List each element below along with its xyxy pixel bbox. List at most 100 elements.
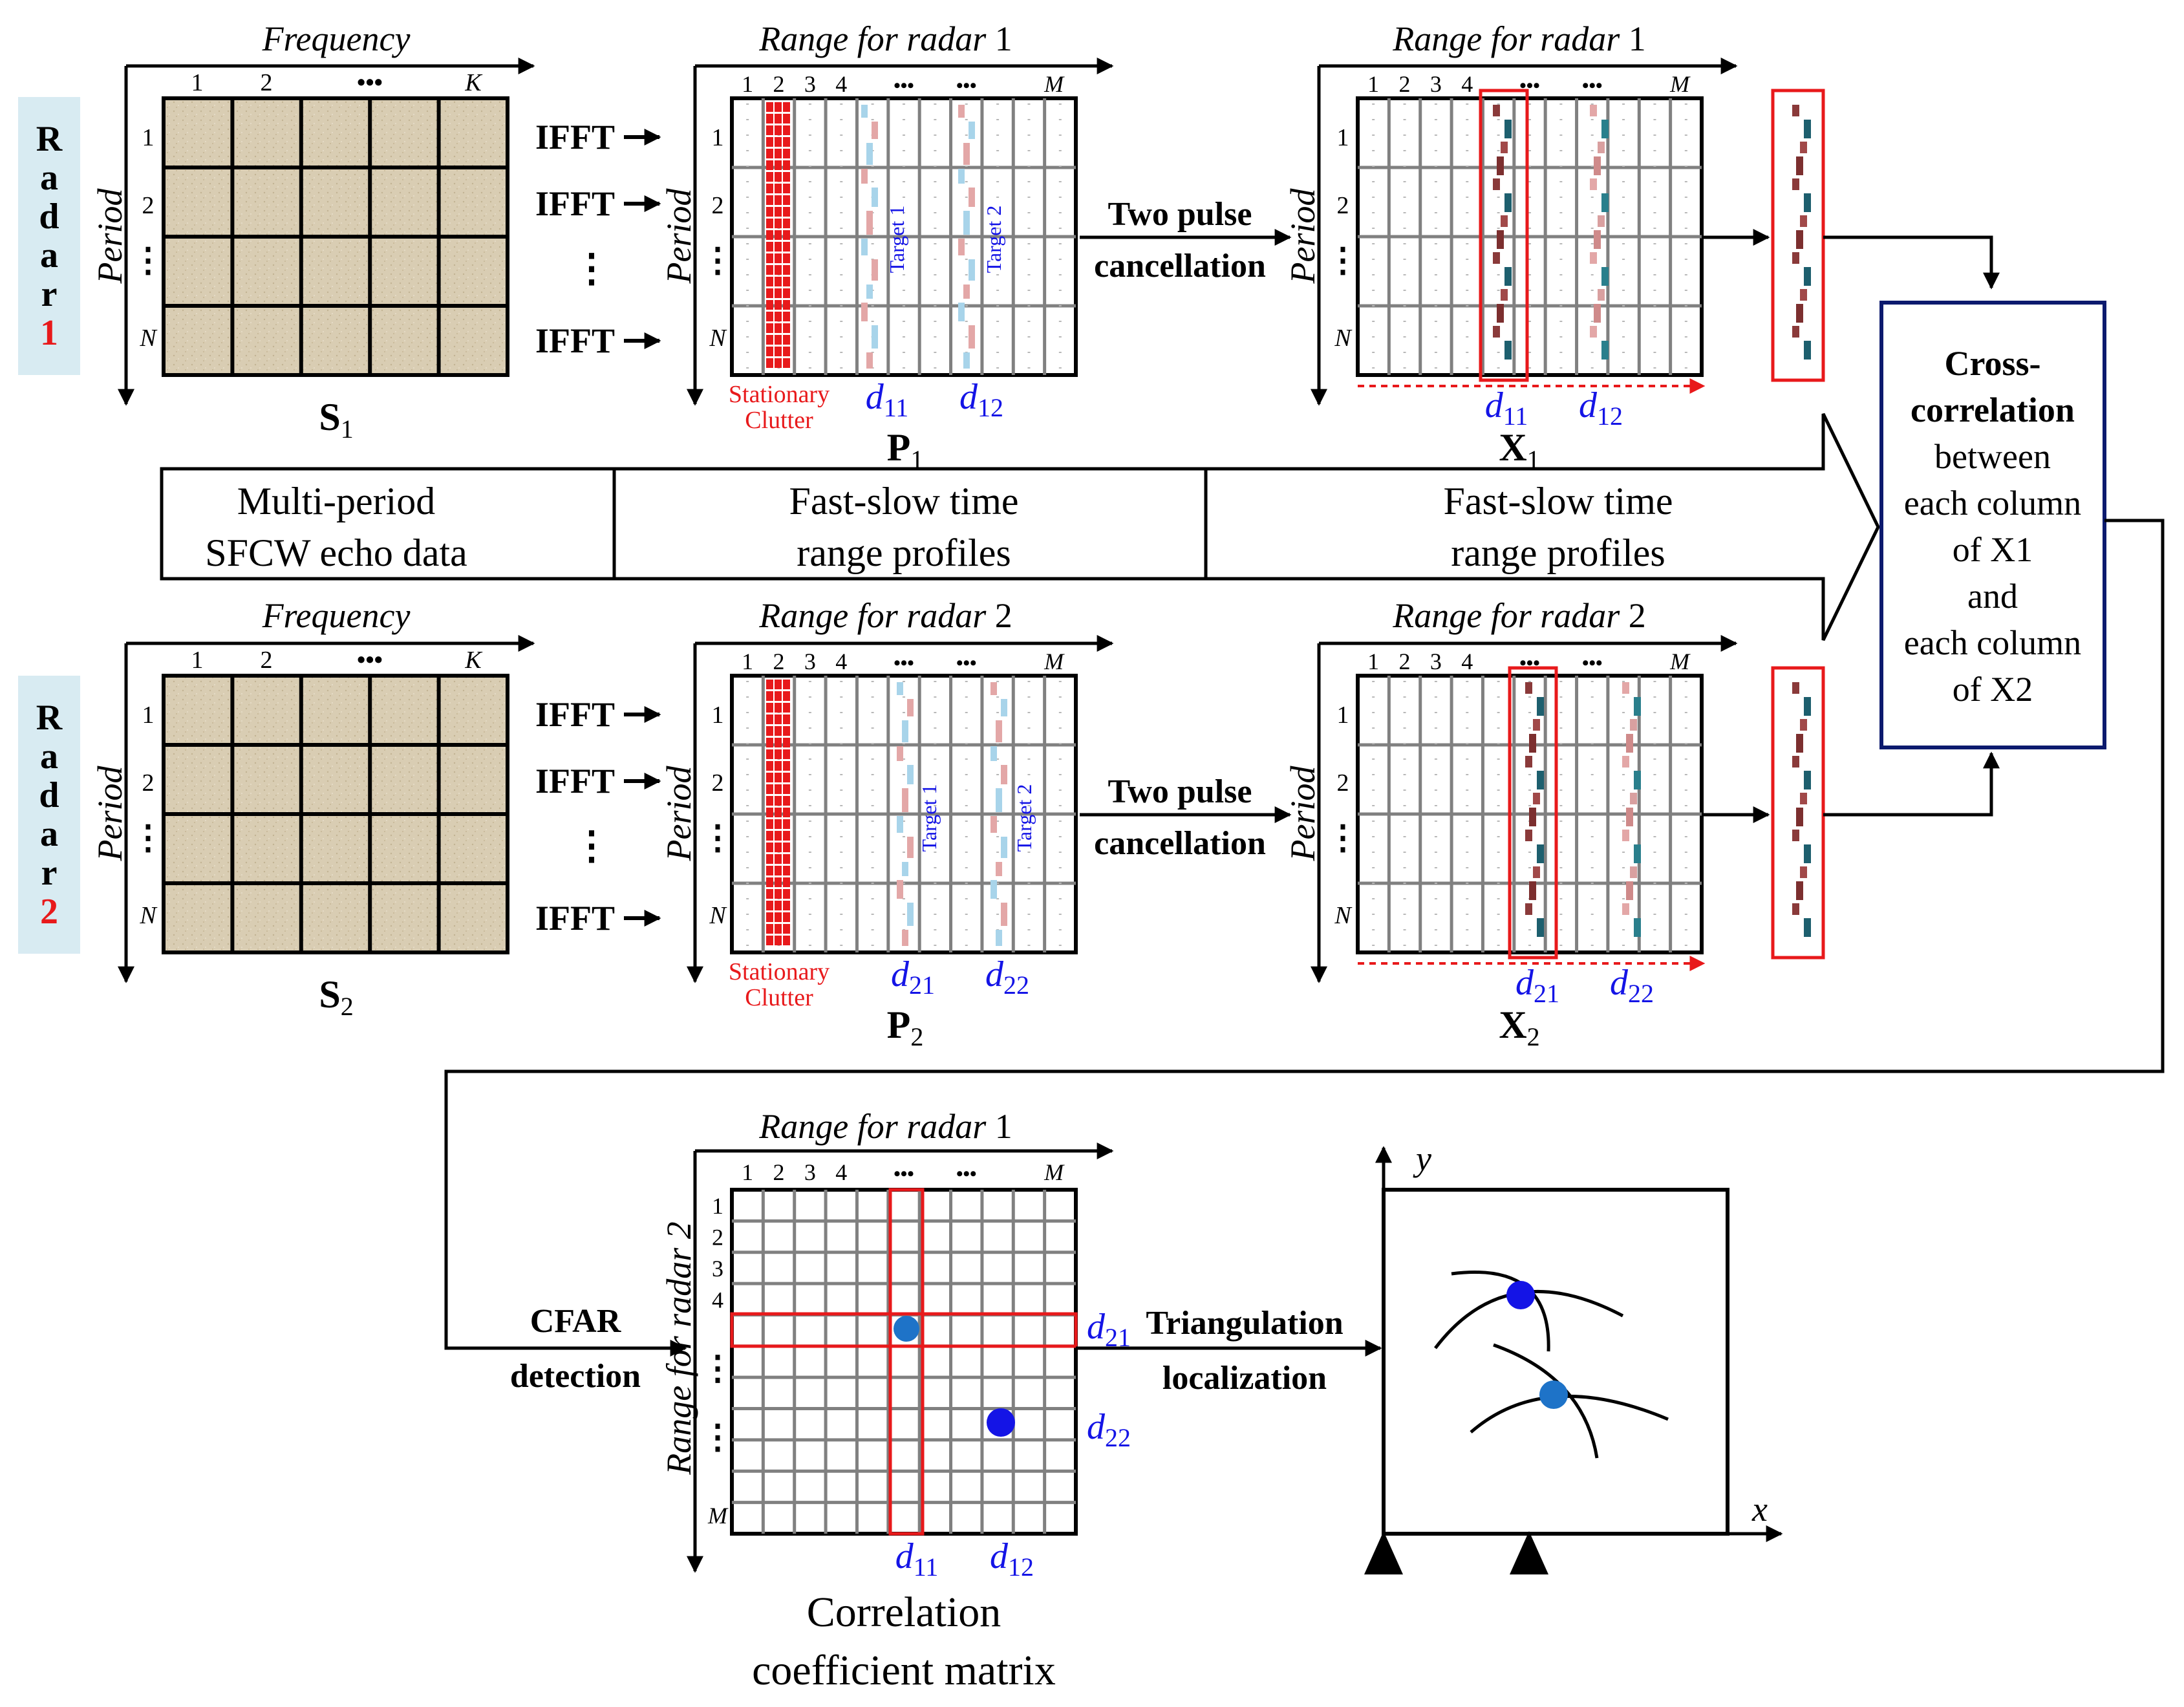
range2-tick: 1 (712, 1193, 723, 1219)
period-tick: N (1334, 902, 1353, 929)
clutter-cell (766, 149, 773, 158)
range-bar (1622, 903, 1629, 915)
radar1-S-matrix: Frequency Period 1 2 ••• K 1 2 ⋮ N S1 (91, 19, 535, 444)
period-axis-label: Period (91, 188, 129, 284)
period-tick: 1 (142, 702, 155, 729)
target-trace (872, 188, 878, 207)
target-position (1539, 1380, 1568, 1409)
range-tick: M (1669, 71, 1691, 97)
clutter-cell (783, 114, 790, 123)
range-bar (1533, 866, 1540, 878)
clutter-cell (766, 680, 773, 689)
range-tick: ••• (1519, 75, 1540, 96)
range-bar (1504, 267, 1512, 286)
clutter-cell (775, 265, 782, 275)
clutter-cell (783, 277, 790, 286)
range-tick: 1 (1367, 71, 1379, 97)
range-tick: 3 (804, 649, 816, 674)
clutter-cell (766, 866, 773, 875)
range-tick: 2 (773, 649, 785, 674)
range-bar (1537, 918, 1544, 937)
d12-label: d12 (1579, 385, 1623, 431)
target-trace (1001, 837, 1007, 858)
clutter-cell (783, 300, 790, 310)
target-trace (996, 862, 1002, 876)
stage1-line1: Multi-period (237, 480, 436, 522)
range-bar (1626, 881, 1633, 900)
target-trace (861, 169, 868, 184)
clutter-cell (775, 242, 782, 252)
target2-label: Target 2 (1012, 784, 1036, 852)
clutter-cell (766, 889, 773, 899)
clutter-cell (766, 784, 773, 794)
stage3-line2: range profiles (1451, 531, 1665, 574)
d11-label: d11 (895, 1536, 939, 1582)
range-bar (1622, 682, 1629, 694)
target-trace (866, 352, 873, 369)
clutter-cell (766, 819, 773, 829)
clutter-cell (783, 230, 790, 240)
clutter-cell (783, 680, 790, 689)
range-bar (1634, 697, 1641, 716)
range-bar (1493, 105, 1500, 116)
period-tick: N (1334, 325, 1353, 352)
range-bar (1590, 326, 1597, 338)
range-bar (1501, 289, 1508, 301)
d21-label: d21 (891, 954, 935, 1000)
clutter-cell (783, 912, 790, 922)
range-tick: M (1044, 1159, 1065, 1185)
stage1-line2: SFCW echo data (205, 531, 467, 574)
clutter-cell (775, 831, 782, 841)
x-axis-label: x (1751, 1490, 1768, 1529)
target-trace (872, 122, 878, 139)
clutter-cell (775, 680, 782, 689)
radar2-P-matrix: Range for radar 2 Period 1 2 3 4 ••• ••• M 12⋮… (659, 596, 1114, 1051)
clutter-cell (766, 335, 773, 345)
period-tick: ⋮ (701, 242, 734, 279)
d22-label: d22 (1610, 963, 1654, 1008)
range2-tick: 3 (712, 1256, 723, 1282)
range-tick: 2 (773, 1159, 785, 1185)
period-tick: 1 (1337, 124, 1349, 151)
clutter-cell (766, 831, 773, 841)
range-bar (1529, 808, 1536, 826)
range-tick: 1 (742, 71, 753, 97)
frequency-axis-label: Frequency (262, 596, 411, 635)
period-tick: 2 (142, 769, 155, 797)
range-axis-label: Range for radar 2 (1392, 596, 1646, 635)
clutter-cell (783, 889, 790, 899)
radar1-S-label: S1 (319, 396, 353, 444)
triangulation-step: Triangulation localization (1076, 1305, 1382, 1397)
target-position (1506, 1281, 1535, 1309)
ifft-label: IFFT (535, 118, 615, 156)
cancel-line-1: Two pulse (1108, 196, 1252, 233)
ifft-label: IFFT (535, 184, 615, 223)
range-tick: ••• (1582, 652, 1603, 674)
clutter-label-1: Stationary (729, 958, 830, 985)
clutter-cell (775, 912, 782, 922)
range-bar (1533, 793, 1540, 804)
range-bar (1792, 252, 1799, 264)
d21-label: d21 (1087, 1307, 1131, 1352)
clutter-cell (783, 831, 790, 841)
cfar-line-1: CFAR (530, 1303, 622, 1340)
column-highlight (1479, 89, 1529, 382)
radar1-P-label: P1 (887, 426, 924, 474)
clutter-cell (775, 288, 782, 298)
clutter-cell (783, 714, 790, 724)
clutter-cell (775, 207, 782, 217)
target-trace (872, 325, 878, 349)
clutter-cell (783, 137, 790, 147)
clutter-cell (783, 242, 790, 252)
target-trace (897, 746, 903, 761)
range-bar (1792, 682, 1799, 694)
range-bar (1800, 719, 1807, 731)
range-tick: 4 (1461, 71, 1473, 97)
stage3-line1: Fast-slow time (1444, 480, 1673, 522)
target-trace (963, 211, 970, 235)
clutter-cell (766, 912, 773, 922)
range-bar (1525, 756, 1532, 768)
range-bar (1497, 156, 1504, 175)
